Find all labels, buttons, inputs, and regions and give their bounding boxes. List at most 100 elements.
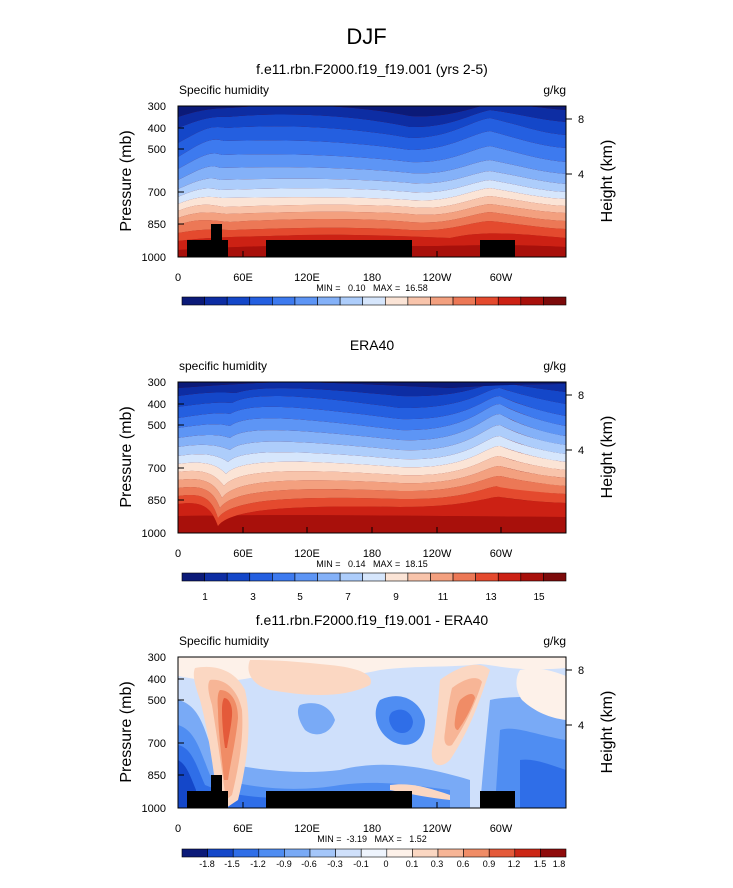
colorbar-label: 0.1 bbox=[406, 859, 419, 869]
colorbar-swatch bbox=[407, 572, 431, 582]
x-tick-label: 120E bbox=[294, 548, 320, 560]
min-max-stats: MIN = 0.14 MAX = 18.15 bbox=[316, 559, 428, 569]
right-tick-label: 8 bbox=[578, 665, 584, 677]
figure-title: DJF bbox=[346, 24, 387, 49]
panel-title: f.e11.rbn.F2000.f19_f19.001 - ERA40 bbox=[256, 612, 489, 628]
y-tick-label: 500 bbox=[148, 144, 166, 156]
colorbar-swatch bbox=[284, 848, 311, 858]
colorbar-swatch bbox=[294, 296, 318, 306]
y-axis-right-label: Height (km) bbox=[599, 416, 616, 499]
x-tick-label: 60E bbox=[233, 272, 253, 284]
colorbar-swatch bbox=[488, 848, 516, 858]
y-tick-label: 300 bbox=[148, 377, 166, 389]
y-tick-label: 400 bbox=[148, 674, 166, 686]
units-label: g/kg bbox=[543, 634, 566, 648]
colorbar-swatch bbox=[407, 296, 431, 306]
colorbar-label: 0.6 bbox=[457, 859, 470, 869]
colorbar-swatch bbox=[204, 572, 228, 582]
y-tick-label: 700 bbox=[148, 738, 166, 750]
colorbar-swatch bbox=[463, 848, 490, 858]
x-tick-label: 0 bbox=[175, 548, 181, 560]
y-tick-label: 850 bbox=[148, 770, 166, 782]
x-tick-label: 60W bbox=[490, 823, 513, 835]
x-tick-label: 180 bbox=[363, 272, 381, 284]
contour-field bbox=[178, 106, 566, 257]
y-tick-label: 400 bbox=[148, 123, 166, 135]
x-tick-label: 180 bbox=[363, 548, 381, 560]
colorbar-label: -1.2 bbox=[250, 859, 266, 869]
panel-title: f.e11.rbn.F2000.f19_f19.001 (yrs 2-5) bbox=[256, 61, 488, 77]
x-tick-label: 60W bbox=[490, 272, 513, 284]
panel-model: f.e11.rbn.F2000.f19_f19.001 (yrs 2-5) Sp… bbox=[118, 61, 616, 306]
y-tick-label: 500 bbox=[148, 420, 166, 432]
colorbar-swatch bbox=[543, 296, 567, 306]
colorbar-swatch bbox=[475, 572, 499, 582]
colorbar-label: 1.5 bbox=[534, 859, 547, 869]
colorbar-swatch bbox=[430, 296, 454, 306]
y-tick-label: 1000 bbox=[142, 252, 166, 264]
y-axis-label: Pressure (mb) bbox=[118, 130, 135, 231]
x-tick-label: 120W bbox=[423, 823, 452, 835]
colorbar-swatch bbox=[384, 572, 409, 582]
colorbar-swatch bbox=[540, 848, 567, 858]
x-tick-label: 120W bbox=[423, 548, 452, 560]
y-tick-label: 850 bbox=[148, 219, 166, 231]
y-tick-label: 1000 bbox=[142, 803, 166, 815]
colorbar-swatch bbox=[249, 296, 273, 306]
colorbar-label: 3 bbox=[250, 592, 256, 603]
colorbar-label: 13 bbox=[485, 592, 497, 603]
colorbar-swatch bbox=[452, 296, 476, 306]
y-tick-label: 850 bbox=[148, 495, 166, 507]
colorbar-swatch bbox=[430, 572, 454, 582]
colorbar-label: 9 bbox=[393, 592, 399, 603]
colorbar-swatch bbox=[232, 848, 260, 858]
y-tick-label: 1000 bbox=[142, 528, 166, 540]
topography-mask bbox=[187, 224, 515, 257]
colorbar-label: 11 bbox=[438, 592, 449, 603]
x-tick-label: 120E bbox=[294, 272, 320, 284]
colorbar-swatch bbox=[226, 572, 251, 582]
colorbar-swatch bbox=[335, 848, 362, 858]
colorbar-label: 7 bbox=[345, 592, 351, 603]
colorbar-label: 1.8 bbox=[553, 859, 566, 869]
colorbar-swatch bbox=[181, 848, 208, 858]
colorbar-label: -1.5 bbox=[224, 859, 240, 869]
right-tick-label: 8 bbox=[578, 390, 584, 402]
y-axis-label: Pressure (mb) bbox=[118, 406, 135, 507]
contour-field bbox=[178, 657, 566, 808]
x-tick-label: 60W bbox=[490, 548, 513, 560]
colorbar-swatch bbox=[207, 848, 234, 858]
y-axis-right-label: Height (km) bbox=[599, 691, 616, 774]
colorbar-swatch bbox=[339, 296, 364, 306]
right-tick-label: 4 bbox=[578, 169, 584, 181]
colorbar-swatch bbox=[412, 848, 439, 858]
colorbar-swatch bbox=[360, 848, 388, 858]
panel-era40: ERA40 specific humidity g/kg 300 400 500… bbox=[118, 337, 616, 582]
y-tick-label: 700 bbox=[148, 463, 166, 475]
min-max-stats: MIN = 0.10 MAX = 16.58 bbox=[316, 283, 428, 293]
colorbar-swatch bbox=[362, 296, 386, 306]
colorbar-label: -0.9 bbox=[276, 859, 292, 869]
y-tick-label: 300 bbox=[148, 101, 166, 113]
colorbar-swatch bbox=[386, 848, 413, 858]
right-tick-label: 8 bbox=[578, 114, 584, 126]
colorbar-swatch bbox=[204, 296, 228, 306]
colorbar-label: 1.2 bbox=[508, 859, 521, 869]
colorbar-swatch bbox=[520, 572, 544, 582]
colorbar-swatch bbox=[437, 848, 464, 858]
colorbar bbox=[181, 848, 567, 858]
colorbar-label: 15 bbox=[533, 592, 545, 603]
colorbar-label: 0.3 bbox=[431, 859, 444, 869]
x-tick-label: 0 bbox=[175, 823, 181, 835]
colorbar-swatch bbox=[258, 848, 285, 858]
x-tick-label: 120W bbox=[423, 272, 452, 284]
x-tick-label: 120E bbox=[294, 823, 320, 835]
colorbar-swatch bbox=[309, 848, 336, 858]
colorbar-swatch bbox=[317, 296, 341, 306]
colorbar-swatch bbox=[452, 572, 476, 582]
colorbar-swatch bbox=[294, 572, 318, 582]
colorbar-swatch bbox=[339, 572, 364, 582]
colorbar-swatch bbox=[520, 296, 544, 306]
colorbar-swatch bbox=[226, 296, 251, 306]
y-tick-label: 500 bbox=[148, 695, 166, 707]
